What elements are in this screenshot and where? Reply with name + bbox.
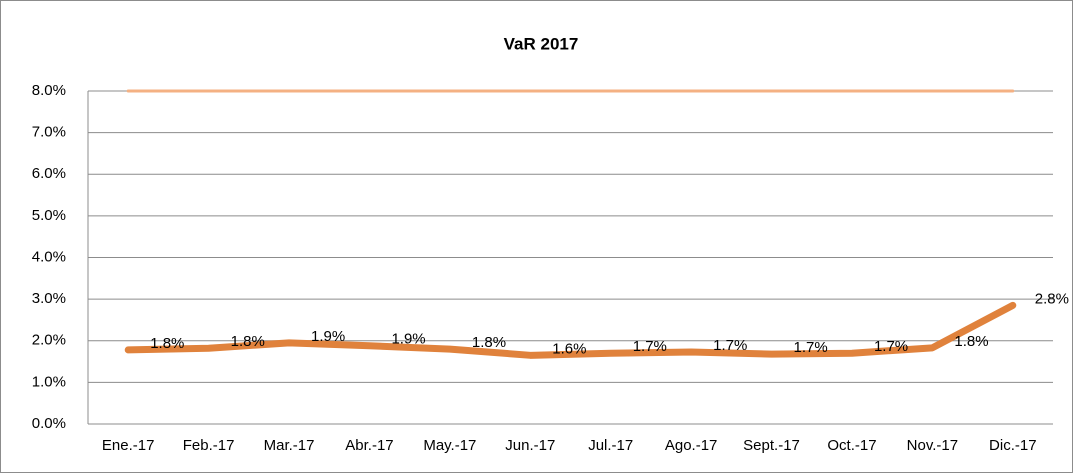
data-label: 1.8% [954,333,988,350]
data-label: 1.6% [552,340,586,357]
data-label: 2.8% [1035,290,1069,307]
x-tick-label: Feb.-17 [183,437,235,454]
y-tick-label: 2.0% [32,332,66,349]
y-tick-label: 0.0% [32,415,66,432]
y-tick-label: 5.0% [32,207,66,224]
data-label: 1.8% [472,334,506,351]
x-tick-label: Oct.-17 [827,437,876,454]
data-label: 1.9% [391,331,425,348]
y-tick-label: 7.0% [32,124,66,141]
chart-title: VaR 2017 [504,34,579,53]
data-label: 1.7% [794,339,828,356]
y-tick-label: 3.0% [32,290,66,307]
x-tick-label: May.-17 [423,437,476,454]
data-label: 1.7% [713,337,747,354]
line-series [124,301,1017,359]
y-tick-label: 4.0% [32,248,66,265]
x-tick-label: Jul.-17 [588,437,633,454]
data-label: 1.8% [150,335,184,352]
y-tick-label: 8.0% [32,82,66,99]
x-tick-label: Nov.-17 [907,437,958,454]
y-tick-label: 6.0% [32,165,66,182]
x-tick-label: Ago.-17 [665,437,718,454]
y-tick-label: 1.0% [32,373,66,390]
x-tick-label: Jun.-17 [505,437,555,454]
x-tick-label: Dic.-17 [989,437,1037,454]
x-tick-label: Sept.-17 [743,437,800,454]
x-tick-label: Mar.-17 [264,437,315,454]
data-label: 1.7% [633,338,667,355]
data-label: 1.8% [231,333,265,350]
data-label: 1.9% [311,328,345,345]
x-tick-label: Ene.-17 [102,437,155,454]
data-label: 1.7% [874,338,908,355]
x-tick-label: Abr.-17 [345,437,393,454]
